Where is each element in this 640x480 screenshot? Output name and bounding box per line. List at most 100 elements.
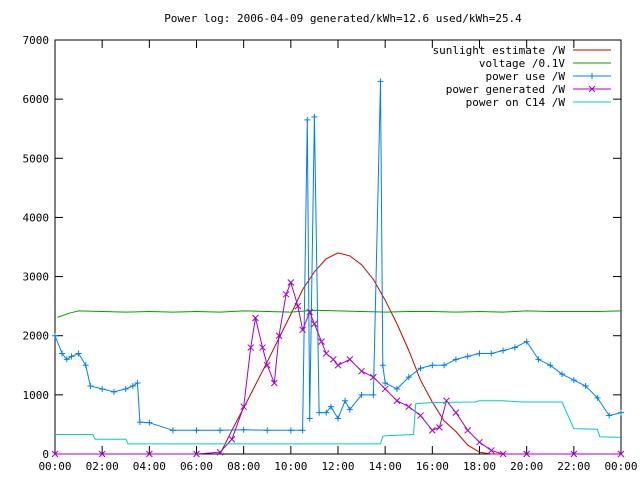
- data-point-power-use-w: [63, 356, 70, 363]
- data-point-power-use-w: [594, 394, 601, 401]
- y-tick-label: 4000: [23, 211, 50, 224]
- data-point-power-generated-w: [428, 426, 436, 434]
- data-point-power-generated-w: [216, 448, 224, 456]
- data-point-power-generated-w: [334, 361, 342, 369]
- data-point-power-generated-w: [381, 385, 389, 393]
- data-point-power-use-w: [379, 362, 386, 369]
- x-tick-label: 06:00: [180, 460, 213, 473]
- data-point-power-use-w: [535, 356, 542, 363]
- data-point-power-use-w: [75, 350, 82, 357]
- x-tick-label: 18:00: [463, 460, 496, 473]
- y-tick-label: 1000: [23, 389, 50, 402]
- data-point-power-use-w: [169, 427, 176, 434]
- legend-marker-power-use-w: [589, 73, 595, 79]
- data-point-power-use-w: [323, 409, 330, 416]
- data-point-power-use-w: [87, 382, 94, 389]
- data-point-power-use-w: [99, 385, 106, 392]
- data-point-power-use-w: [582, 382, 589, 389]
- data-point-power-generated-w: [275, 332, 283, 340]
- data-point-power-generated-w: [393, 397, 401, 405]
- data-point-power-use-w: [464, 353, 471, 360]
- data-point-power-generated-w: [452, 409, 460, 416]
- data-point-power-use-w: [217, 427, 224, 434]
- data-point-power-use-w: [122, 385, 129, 392]
- data-point-power-use-w: [335, 415, 341, 422]
- series-layer: [51, 78, 625, 458]
- data-point-power-use-w: [342, 397, 349, 404]
- y-tick-label: 7000: [23, 34, 50, 47]
- legend-marker-power-generated-w: [588, 85, 596, 93]
- data-point-power-use-w: [500, 347, 507, 354]
- data-point-power-use-w: [405, 374, 412, 381]
- y-tick-label: 3000: [23, 271, 50, 284]
- x-tick-label: 14:00: [369, 460, 402, 473]
- data-point-power-use-w: [441, 362, 448, 369]
- data-point-power-generated-w: [311, 320, 318, 328]
- data-point-power-use-w: [488, 350, 495, 357]
- legend-label-sunlight-estimate-w: sunlight estimate /W: [433, 44, 566, 57]
- data-point-power-use-w: [346, 406, 353, 413]
- series-line-sunlight-estimate-w: [219, 252, 504, 455]
- data-point-power-generated-w: [464, 426, 472, 434]
- data-point-power-use-w: [559, 371, 566, 378]
- data-point-power-generated-w: [329, 356, 337, 363]
- data-point-power-use-w: [417, 365, 424, 372]
- data-point-power-use-w: [287, 427, 294, 434]
- series-line-voltage-0-1v: [57, 309, 622, 318]
- x-tick-label: 10:00: [274, 460, 307, 473]
- data-point-power-use-w: [570, 377, 577, 384]
- legend-label-voltage-0-1v: voltage /0.1V: [479, 57, 565, 70]
- data-point-power-use-w: [134, 380, 141, 387]
- x-tick-label: 16:00: [416, 460, 449, 473]
- data-point-power-generated-w: [318, 338, 325, 345]
- data-point-power-generated-w: [570, 450, 578, 458]
- x-tick-label: 08:00: [227, 460, 260, 473]
- x-tick-label: 00:00: [604, 460, 637, 473]
- data-point-power-generated-w: [443, 397, 450, 405]
- data-point-power-generated-w: [247, 344, 255, 351]
- data-point-power-use-w: [264, 427, 271, 434]
- x-tick-label: 04:00: [133, 460, 166, 473]
- data-point-power-generated-w: [51, 450, 59, 458]
- data-point-power-generated-w: [270, 379, 278, 387]
- data-point-power-generated-w: [263, 361, 271, 369]
- data-point-power-generated-w: [417, 412, 424, 419]
- data-point-power-use-w: [382, 380, 389, 387]
- data-point-power-generated-w: [282, 290, 290, 298]
- data-point-power-use-w: [304, 116, 311, 123]
- chart-title: Power log: 2006-04-09 generated/kWh=12.6…: [164, 12, 522, 25]
- y-tick-label: 6000: [23, 93, 50, 106]
- data-point-power-generated-w: [346, 356, 354, 363]
- data-point-power-generated-w: [193, 450, 200, 458]
- legend-label-power-on-c14-w: power on C14 /W: [466, 96, 566, 109]
- x-axis: 00:00 02:00 04:00 06:00 08:00 10:00 12:00 14:00…: [38, 40, 638, 473]
- data-point-power-use-w: [82, 362, 89, 369]
- data-point-power-use-w: [299, 427, 306, 434]
- y-tick-label: 2000: [23, 330, 50, 343]
- data-point-power-use-w: [377, 78, 384, 85]
- data-point-power-use-w: [523, 338, 530, 345]
- data-point-power-generated-w: [299, 326, 306, 334]
- data-point-power-use-w: [110, 388, 117, 395]
- x-tick-label: 22:00: [557, 460, 590, 473]
- data-point-power-use-w: [316, 409, 323, 416]
- data-point-power-generated-w: [252, 314, 259, 322]
- data-point-power-generated-w: [476, 438, 483, 446]
- data-point-power-use-w: [606, 412, 613, 419]
- data-point-power-generated-w: [98, 450, 106, 458]
- data-point-power-use-w: [327, 403, 334, 410]
- data-point-power-use-w: [306, 415, 313, 422]
- data-point-power-generated-w: [370, 373, 377, 381]
- data-point-power-use-w: [358, 391, 365, 398]
- data-point-power-generated-w: [306, 308, 314, 316]
- data-point-power-use-w: [547, 362, 554, 369]
- data-point-power-generated-w: [259, 344, 266, 351]
- data-point-power-use-w: [129, 382, 136, 389]
- data-point-power-use-w: [240, 426, 247, 433]
- data-point-power-use-w: [393, 385, 400, 392]
- y-axis: 0 1000 2000 3000 4000 5000 6000 7000: [23, 34, 621, 461]
- data-point-power-use-w: [429, 362, 436, 369]
- legend-label-power-generated-w: power generated /W: [446, 83, 566, 96]
- data-point-power-use-w: [618, 409, 624, 416]
- legend-label-power-use-w: power use /W: [486, 70, 566, 83]
